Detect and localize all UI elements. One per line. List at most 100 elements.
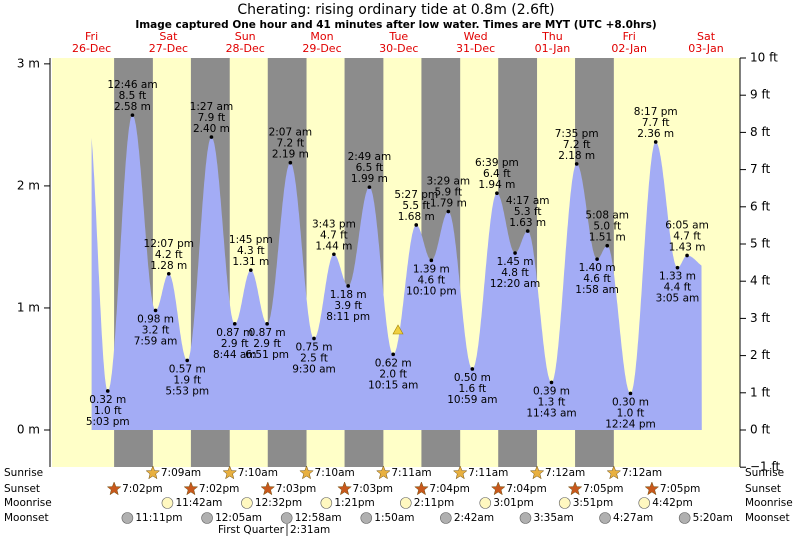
tide-label: 8:11 pm xyxy=(326,311,370,323)
y2-tick-label: 7 ft xyxy=(750,162,770,176)
tide-label: 0.30 m xyxy=(612,396,649,408)
row-time: 7:10am xyxy=(238,467,278,479)
tide-label: 6:51 pm xyxy=(245,349,289,361)
tide-point xyxy=(232,322,237,326)
y2-tick-label: 2 ft xyxy=(750,348,770,362)
row-label: Moonrise xyxy=(4,497,52,509)
sunrise-icon xyxy=(529,465,545,480)
row-time: 7:04pm xyxy=(506,483,546,495)
tide-point xyxy=(495,191,499,196)
row-label: Sunrise xyxy=(4,467,43,479)
tide-label: 1.0 ft xyxy=(617,407,645,419)
row-time: 1:50am xyxy=(374,512,414,524)
day-name: Sat xyxy=(697,30,716,43)
tide-label: 0.50 m xyxy=(454,372,491,384)
row-time: 7:03pm xyxy=(353,483,393,495)
tide-label: 1.9 ft xyxy=(173,374,201,386)
tide-point xyxy=(685,253,689,258)
tide-label: 4.7 ft xyxy=(320,229,348,241)
y2-tick-label: 9 ft xyxy=(750,88,770,102)
tide-label: 2.19 m xyxy=(272,149,309,161)
moon-phase-name: First Quarter xyxy=(218,524,285,536)
row-time: 7:11am xyxy=(391,467,431,479)
tide-label: 3.2 ft xyxy=(142,324,170,336)
tide-point xyxy=(391,352,396,357)
y-tick-label: 3 m xyxy=(17,56,40,70)
tide-label: 12:07 pm xyxy=(144,238,195,250)
row-time: 4:42pm xyxy=(652,497,692,509)
tide-point xyxy=(628,391,633,396)
tide-label: 2.40 m xyxy=(193,123,230,135)
day-name: Tue xyxy=(388,30,408,43)
tide-label: 4.3 ft xyxy=(237,245,265,257)
day-date: 29-Dec xyxy=(302,42,341,55)
tide-point xyxy=(574,162,579,166)
sunset-icon xyxy=(337,481,352,496)
sunset-icon xyxy=(260,481,276,496)
tide-label: 7:35 pm xyxy=(555,128,599,140)
tide-label: 3:29 am xyxy=(427,176,471,188)
y2-tick-label: 5 ft xyxy=(750,237,770,251)
moonset-icon xyxy=(519,512,532,524)
y-tick-label: 2 m xyxy=(17,178,40,192)
tide-point xyxy=(470,367,475,371)
row-time: 3:35am xyxy=(533,512,573,524)
sunrise-icon xyxy=(606,465,622,480)
row-time: 7:10am xyxy=(315,467,355,479)
tide-label: 8:44 am xyxy=(213,349,257,361)
sunrise-icon xyxy=(299,465,314,480)
tide-point xyxy=(549,380,554,385)
moonset-icon xyxy=(121,512,134,524)
tide-label: 5.0 ft xyxy=(593,221,621,233)
row-time: 2:42am xyxy=(454,512,494,524)
moonset-icon xyxy=(599,512,611,524)
tide-label: 7.7 ft xyxy=(642,117,670,129)
tide-point xyxy=(166,271,171,276)
tide-label: 0.32 m xyxy=(89,394,126,406)
tide-label: 1.6 ft xyxy=(459,383,487,395)
tide-label: 0.39 m xyxy=(533,385,570,397)
tide-label: 1.99 m xyxy=(351,173,388,185)
tide-point xyxy=(605,243,610,248)
row-time: 7:03pm xyxy=(276,483,316,495)
day-name: Fri xyxy=(85,30,98,43)
tide-point xyxy=(653,140,658,144)
tide-label: 5.5 ft xyxy=(402,200,430,212)
tide-label: 6.5 ft xyxy=(356,162,384,174)
tide-label: 3:05 am xyxy=(656,293,700,305)
sunset-icon xyxy=(414,481,429,496)
row-time: 12:05am xyxy=(215,512,262,524)
tide-label: 2:07 am xyxy=(269,127,313,139)
chart-title: Cherating: rising ordinary tide at 0.8m … xyxy=(237,2,554,18)
tide-label: 10:15 am xyxy=(368,379,418,391)
sunset-icon xyxy=(567,481,583,496)
sunset-icon xyxy=(106,481,122,496)
y2-tick-label: −1 ft xyxy=(750,460,781,474)
tide-point xyxy=(105,389,110,393)
row-time: 7:12am xyxy=(545,467,585,479)
tide-label: 6.4 ft xyxy=(483,168,511,180)
tide-label: 2.9 ft xyxy=(221,338,249,350)
tide-label: 1.33 m xyxy=(659,271,696,283)
chart-subtitle: Image captured One hour and 41 minutes a… xyxy=(135,19,656,31)
tide-label: 5:53 pm xyxy=(165,385,209,397)
sunrise-icon xyxy=(222,465,238,480)
tide-label: 0.98 m xyxy=(137,313,174,325)
tide-label: 10:10 pm xyxy=(406,285,457,297)
tide-label: 0.57 m xyxy=(169,363,206,375)
tide-point xyxy=(249,268,253,272)
moonrise-icon xyxy=(558,497,571,509)
day-date: 03-Jan xyxy=(688,42,724,55)
moonrise-icon xyxy=(638,497,651,509)
tide-label: 1:27 am xyxy=(190,101,234,113)
y2-tick-label: 3 ft xyxy=(750,311,770,325)
tide-label: 1:45 pm xyxy=(229,234,273,246)
tide-label: 5:08 am xyxy=(585,210,629,222)
row-label: Moonset xyxy=(745,512,790,524)
moonrise-icon xyxy=(399,497,412,509)
tide-label: 2.58 m xyxy=(114,101,151,113)
tide-label: 6:39 pm xyxy=(475,157,519,169)
tide-point xyxy=(288,160,293,165)
y2-tick-label: 1 ft xyxy=(750,385,770,399)
